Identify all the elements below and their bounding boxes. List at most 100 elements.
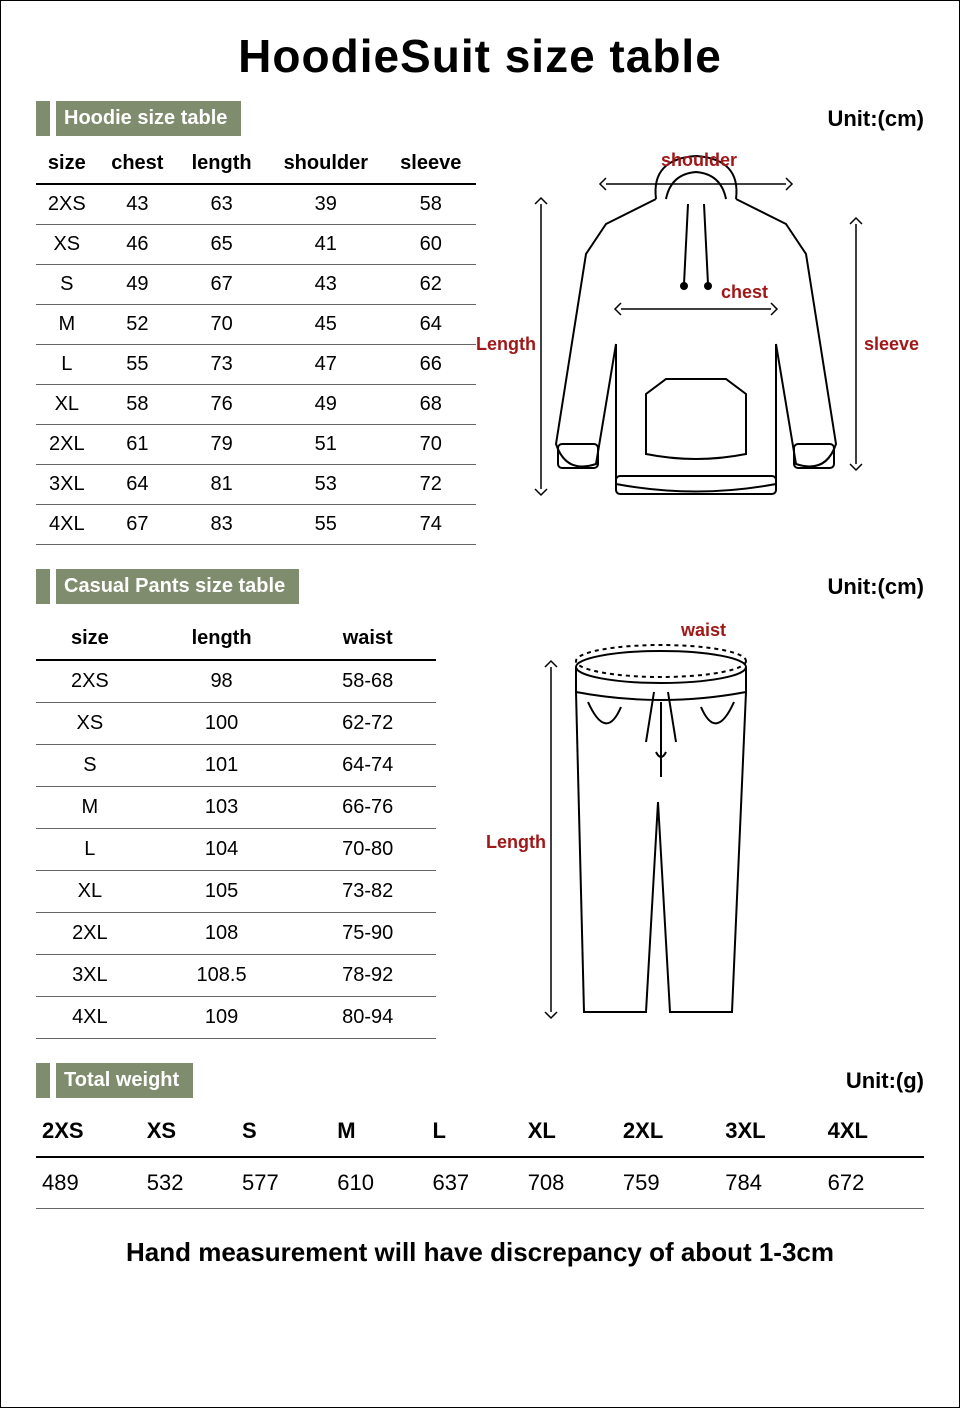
cell: 70-80 [299,829,436,871]
col-header: XS [141,1106,236,1157]
cell: 39 [266,184,385,225]
cell: XS [36,225,98,265]
weight-tab: Total weight [36,1063,193,1098]
cell: M [36,305,98,345]
page-title: HoodieSuit size table [36,29,924,83]
size-chart-page: HoodieSuit size table Hoodie size table … [0,0,960,1408]
cell: 672 [822,1157,924,1209]
label-length: Length [476,334,536,355]
label-shoulder: shoulder [661,150,737,171]
cell: 66-76 [299,787,436,829]
cell: 51 [266,425,385,465]
cell: 74 [385,505,476,545]
cell: 64 [98,465,177,505]
table-row: M10366-76 [36,787,436,829]
cell: 55 [98,345,177,385]
table-row: XL58764968 [36,385,476,425]
pants-diagram: waist Length [456,612,924,1032]
cell: 70 [385,425,476,465]
cell: 45 [266,305,385,345]
cell: 58 [98,385,177,425]
cell: 61 [98,425,177,465]
cell: 75-90 [299,913,436,955]
cell: 58-68 [299,660,436,703]
cell: 68 [385,385,476,425]
cell: 2XS [36,184,98,225]
table-row: 4XL67835574 [36,505,476,545]
col-header: 3XL [719,1106,821,1157]
cell: 81 [177,465,266,505]
cell: 3XL [36,465,98,505]
cell: 708 [522,1157,617,1209]
cell: 67 [98,505,177,545]
cell: 2XS [36,660,144,703]
cell: 103 [144,787,300,829]
col-header: 4XL [822,1106,924,1157]
cell: 73 [177,345,266,385]
hoodie-tbody: 2XS43633958XS46654160S49674362M52704564L… [36,184,476,545]
tab-accent [36,1063,50,1098]
cell: 101 [144,745,300,787]
hoodie-unit-label: Unit:(cm) [827,106,924,132]
cell: 63 [177,184,266,225]
col-header: L [426,1106,521,1157]
cell: L [36,345,98,385]
col-header: length [144,618,300,660]
table-row: XL10573-82 [36,871,436,913]
label-sleeve: sleeve [864,334,919,355]
hoodie-header-row: size chest length shoulder sleeve [36,144,476,184]
table-row: 2XL61795170 [36,425,476,465]
table-row: L55734766 [36,345,476,385]
hoodie-row: size chest length shoulder sleeve 2XS436… [36,144,924,545]
cell: 67 [177,265,266,305]
table-row: L10470-80 [36,829,436,871]
cell: XL [36,385,98,425]
pants-unit-label: Unit:(cm) [827,574,924,600]
tab-accent [36,569,50,604]
col-header: shoulder [266,144,385,184]
weight-tab-label: Total weight [56,1063,193,1098]
table-row: XS46654160 [36,225,476,265]
cell: 60 [385,225,476,265]
col-header: S [236,1106,331,1157]
cell: 80-94 [299,997,436,1039]
measurement-footnote: Hand measurement will have discrepancy o… [36,1237,924,1268]
col-header: size [36,144,98,184]
cell: 100 [144,703,300,745]
cell: 73-82 [299,871,436,913]
col-header: chest [98,144,177,184]
weight-unit-label: Unit:(g) [846,1068,924,1094]
pants-tbody: 2XS9858-68XS10062-72S10164-74M10366-76L1… [36,660,436,1039]
col-header: size [36,618,144,660]
cell: 65 [177,225,266,265]
cell: 66 [385,345,476,385]
table-row: S49674362 [36,265,476,305]
cell: 70 [177,305,266,345]
cell: 79 [177,425,266,465]
cell: 532 [141,1157,236,1209]
table-row: 2XS9858-68 [36,660,436,703]
cell: 784 [719,1157,821,1209]
hoodie-diagram: shoulder chest Length sleeve [496,144,924,544]
col-header: sleeve [385,144,476,184]
pants-tab: Casual Pants size table [36,569,299,604]
table-row: M52704564 [36,305,476,345]
cell: XL [36,871,144,913]
label-chest: chest [721,282,768,303]
cell: 577 [236,1157,331,1209]
cell: 49 [98,265,177,305]
cell: 52 [98,305,177,345]
cell: 3XL [36,955,144,997]
cell: 53 [266,465,385,505]
cell: 4XL [36,505,98,545]
weight-table: 2XSXSSMLXL2XL3XL4XL 48953257761063770875… [36,1106,924,1209]
cell: 64-74 [299,745,436,787]
weight-section-header: Total weight Unit:(g) [36,1063,924,1098]
cell: S [36,745,144,787]
pants-svg [456,612,856,1032]
hoodie-table: size chest length shoulder sleeve 2XS436… [36,144,476,545]
cell: 109 [144,997,300,1039]
cell: 489 [36,1157,141,1209]
cell: 64 [385,305,476,345]
table-row: 3XL64815372 [36,465,476,505]
